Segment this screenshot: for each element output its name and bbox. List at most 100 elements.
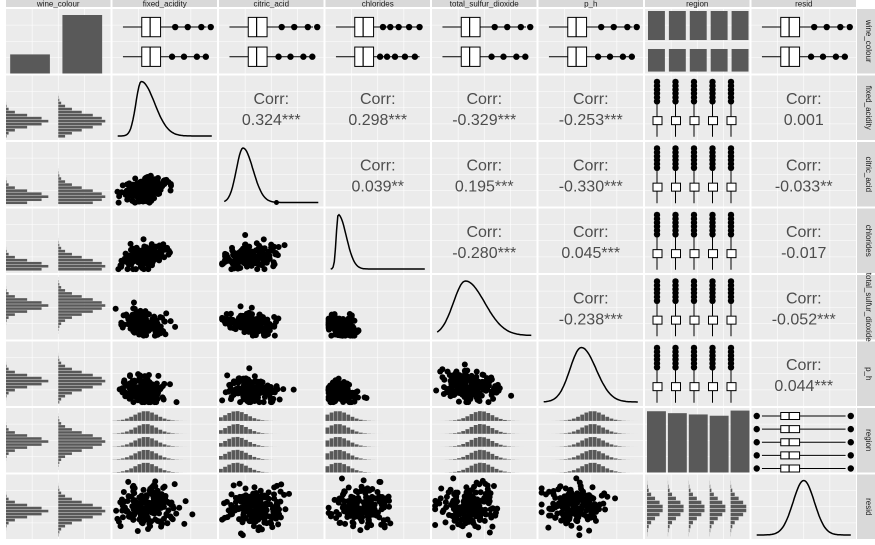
hist-bar	[58, 129, 81, 132]
hist-bar	[647, 493, 651, 496]
hist-bar	[576, 417, 580, 421]
scatter-point	[471, 484, 477, 490]
hist-bar	[219, 430, 223, 434]
hist-bar	[6, 513, 42, 516]
panel-chlorides-chlorides	[326, 209, 431, 274]
panel-fixed_acidity-citric_acid: Corr:0.324***	[219, 76, 324, 141]
scatter-point	[275, 521, 281, 527]
scatter-point	[256, 524, 262, 530]
scatter-point	[349, 312, 355, 318]
scatter-point	[238, 248, 244, 254]
scatter-point	[508, 393, 514, 399]
hist-bar	[647, 521, 651, 524]
hist-bar	[647, 509, 663, 512]
scatter-point	[487, 512, 493, 518]
scatter-point	[479, 379, 485, 385]
hist-bar	[58, 304, 105, 307]
bar-top	[690, 11, 707, 40]
hist-bar	[6, 395, 7, 398]
hist-bar	[351, 443, 355, 447]
scatter-point	[571, 500, 577, 506]
scatter-point	[438, 485, 444, 491]
scatter-point	[145, 393, 151, 399]
panel-p_h-resid: Corr:0.044***	[752, 342, 857, 407]
panel-chlorides-fixed_acidity	[113, 209, 218, 274]
panel-citric_acid-total_sulfur_dioxide: Corr: 0.195***	[432, 142, 537, 207]
panel-wine_colour-total_sulfur_dioxide	[432, 9, 537, 74]
corr-value: -0.329***	[452, 112, 516, 129]
strip-col-label-resid: resid	[795, 0, 812, 9]
corr-label: Corr:	[466, 157, 502, 174]
hist-bar	[465, 416, 469, 421]
scatter-point	[456, 399, 462, 405]
hist-bar	[461, 444, 465, 447]
hist-bar	[6, 180, 7, 183]
scatter-point	[468, 493, 474, 499]
panel-resid-fixed_acidity	[113, 475, 218, 540]
hist-bar	[58, 268, 102, 271]
scatter-point	[278, 489, 284, 495]
hist-bar	[261, 420, 265, 421]
hist-bar	[240, 438, 244, 447]
box	[727, 383, 736, 391]
outlier	[169, 54, 175, 60]
hist-bar	[227, 413, 231, 421]
scatter-point	[361, 477, 367, 483]
hist-bar	[58, 108, 72, 111]
scatter-point	[358, 516, 364, 522]
outlier	[522, 54, 528, 60]
hist-bar	[453, 433, 457, 434]
outlier	[309, 54, 315, 60]
hist-bar	[610, 444, 614, 446]
hist-bar	[58, 310, 93, 313]
scatter-point	[454, 385, 460, 391]
scatter-point	[244, 311, 250, 317]
hist-bar	[58, 377, 102, 380]
scatter-point	[464, 505, 470, 511]
outlier	[728, 165, 734, 171]
outlier	[848, 413, 854, 419]
hist-bar	[589, 411, 593, 421]
outlier	[416, 24, 422, 30]
strip-row-label-fixed_acidity: fixed_acidity	[864, 86, 873, 130]
scatter-point	[135, 199, 141, 205]
hist-bar	[58, 446, 93, 449]
hist-bar	[601, 415, 605, 421]
hist-bar	[6, 452, 9, 455]
panel-total_sulfur_dioxide-chlorides	[326, 275, 431, 340]
scatter-point	[452, 371, 458, 377]
hist-bar	[334, 411, 338, 421]
hist-bar	[6, 135, 7, 138]
scatter-point	[328, 399, 334, 405]
scatter-point	[255, 502, 261, 508]
hist-bar	[486, 426, 490, 434]
hist-bar	[605, 443, 609, 447]
hist-bar	[158, 417, 162, 421]
scatter-point	[130, 516, 136, 522]
hist-bar	[491, 467, 495, 473]
hist-bar	[572, 444, 576, 446]
scatter-point	[477, 384, 483, 390]
scatter-point	[255, 379, 261, 385]
scatter-point	[145, 311, 151, 317]
outlier	[728, 364, 734, 370]
hist-bar	[58, 528, 61, 531]
scatter-point	[386, 494, 392, 500]
hist-bar	[478, 450, 482, 460]
scatter-point	[585, 516, 591, 522]
hist-bar	[568, 433, 572, 434]
corr-value: 0.195***	[455, 178, 514, 195]
hist-bar	[470, 427, 474, 434]
panel-fixed_acidity-region	[645, 76, 750, 141]
hist-bar	[731, 493, 735, 496]
hist-bar	[326, 415, 330, 421]
strip-col-label-total_sulfur_dioxide: total_sulfur_dioxide	[450, 0, 519, 9]
panel-chlorides-p_h: Corr:0.045***	[539, 209, 644, 274]
box	[709, 117, 718, 125]
hist-bar	[610, 470, 614, 472]
panel-total_sulfur_dioxide-citric_acid	[219, 275, 324, 340]
hist-bar	[576, 430, 580, 434]
hist-bar	[232, 411, 236, 420]
scatter-point	[243, 515, 249, 521]
